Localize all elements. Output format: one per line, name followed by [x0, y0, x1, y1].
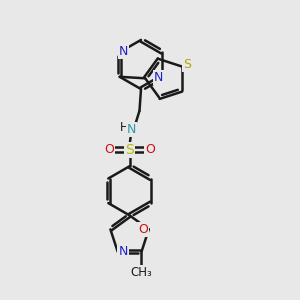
Text: O: O: [104, 143, 114, 156]
Text: O: O: [138, 223, 148, 236]
Text: H: H: [120, 121, 129, 134]
Text: N: N: [119, 45, 128, 58]
Text: S: S: [125, 143, 134, 157]
Text: CH₃: CH₃: [130, 266, 152, 279]
Text: S: S: [183, 58, 191, 71]
Text: N: N: [127, 123, 136, 136]
Text: N: N: [118, 245, 128, 258]
Text: N: N: [154, 71, 163, 84]
Text: O: O: [145, 143, 155, 156]
